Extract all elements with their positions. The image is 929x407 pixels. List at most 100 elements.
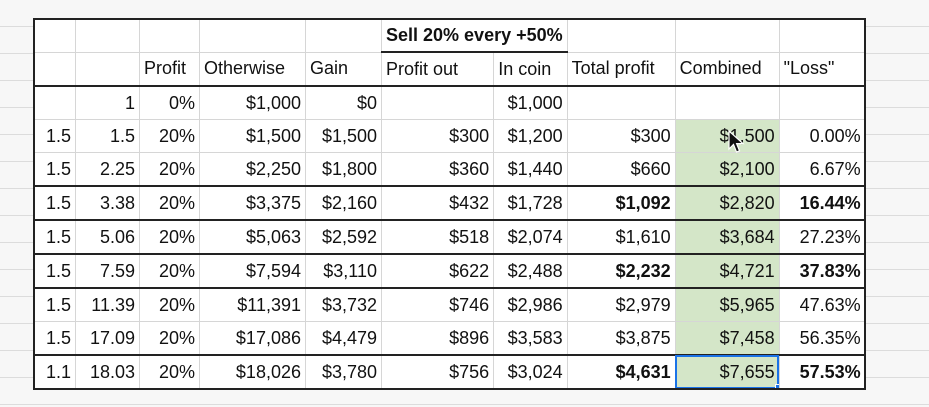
cell-otherwise[interactable]: $3,375 bbox=[199, 185, 306, 221]
cell-multiplier[interactable]: 1.5 bbox=[33, 119, 76, 153]
cell-in-coin[interactable]: $1,200 bbox=[493, 119, 568, 153]
cell[interactable] bbox=[33, 18, 76, 53]
cell-otherwise[interactable]: $18,026 bbox=[199, 354, 306, 390]
cell-in-coin[interactable]: $2,074 bbox=[493, 219, 568, 255]
cell-loss[interactable]: 57.53% bbox=[778, 354, 866, 390]
cell-total-profit[interactable]: $300 bbox=[566, 119, 676, 153]
cell[interactable] bbox=[566, 18, 676, 53]
cell-combined[interactable] bbox=[674, 85, 780, 120]
cell-multiplier[interactable]: 1.5 bbox=[33, 287, 76, 322]
cell[interactable] bbox=[75, 18, 140, 53]
cell-loss[interactable]: 27.23% bbox=[778, 219, 866, 255]
column-header-total-profit[interactable]: Total profit bbox=[566, 51, 676, 87]
cell[interactable] bbox=[305, 18, 382, 53]
cell-profit-out[interactable]: $300 bbox=[380, 119, 495, 153]
cell-total-profit[interactable]: $1,092 bbox=[566, 185, 676, 221]
cell[interactable] bbox=[778, 18, 866, 53]
cell-loss[interactable]: 37.83% bbox=[778, 253, 866, 289]
cell-total-profit[interactable] bbox=[566, 85, 676, 120]
cell-gain[interactable]: $3,110 bbox=[305, 253, 382, 289]
column-header-in-coin[interactable]: In coin bbox=[493, 51, 568, 87]
column-header-profit[interactable]: Profit bbox=[139, 51, 200, 87]
cell-gain[interactable]: $2,592 bbox=[305, 219, 382, 255]
cell-loss[interactable]: 6.67% bbox=[778, 152, 866, 187]
cell-profit[interactable]: 20% bbox=[139, 287, 200, 322]
cell-price[interactable]: 11.39 bbox=[75, 287, 140, 322]
cell-profit-out[interactable]: $746 bbox=[380, 287, 495, 322]
cell-combined[interactable]: $2,820 bbox=[674, 185, 780, 221]
cell-total-profit[interactable]: $660 bbox=[566, 152, 676, 187]
cell-profit[interactable]: 20% bbox=[139, 119, 200, 153]
cell-loss[interactable]: 56.35% bbox=[778, 321, 866, 356]
column-header[interactable] bbox=[33, 51, 76, 87]
cell-price[interactable]: 2.25 bbox=[75, 152, 140, 187]
cell-combined[interactable]: $4,721 bbox=[674, 253, 780, 289]
cell-loss[interactable]: 16.44% bbox=[778, 185, 866, 221]
cell-profit[interactable]: 20% bbox=[139, 185, 200, 221]
cell-in-coin[interactable]: $3,024 bbox=[493, 354, 568, 390]
cell-in-coin[interactable]: $1,728 bbox=[493, 185, 568, 221]
column-header-combined[interactable]: Combined bbox=[674, 51, 780, 87]
cell-price[interactable]: 17.09 bbox=[75, 321, 140, 356]
cell-profit-out[interactable]: $622 bbox=[380, 253, 495, 289]
cell-otherwise[interactable]: $1,500 bbox=[199, 119, 306, 153]
cell-profit[interactable]: 20% bbox=[139, 152, 200, 187]
cell-gain[interactable]: $1,800 bbox=[305, 152, 382, 187]
cell-combined[interactable]: $1,500 bbox=[674, 119, 780, 153]
cell-otherwise[interactable]: $1,000 bbox=[199, 85, 306, 120]
cell[interactable] bbox=[674, 18, 780, 53]
cell-otherwise[interactable]: $11,391 bbox=[199, 287, 306, 322]
cell-in-coin[interactable]: $3,583 bbox=[493, 321, 568, 356]
cell-profit[interactable]: 20% bbox=[139, 219, 200, 255]
cell-price[interactable]: 7.59 bbox=[75, 253, 140, 289]
cell-profit[interactable]: 20% bbox=[139, 321, 200, 356]
cell-gain[interactable]: $3,780 bbox=[305, 354, 382, 390]
cell-profit-out[interactable]: $360 bbox=[380, 152, 495, 187]
cell-in-coin[interactable]: $1,440 bbox=[493, 152, 568, 187]
column-header-otherwise[interactable]: Otherwise bbox=[199, 51, 306, 87]
cell-total-profit[interactable]: $3,875 bbox=[566, 321, 676, 356]
cell-total-profit[interactable]: $1,610 bbox=[566, 219, 676, 255]
cell-multiplier[interactable]: 1.5 bbox=[33, 253, 76, 289]
cell-combined[interactable]: $5,965 bbox=[674, 287, 780, 322]
cell-total-profit[interactable]: $4,631 bbox=[566, 354, 676, 390]
cell-multiplier[interactable] bbox=[33, 85, 76, 120]
cell-price[interactable]: 18.03 bbox=[75, 354, 140, 390]
cell-total-profit[interactable]: $2,232 bbox=[566, 253, 676, 289]
cell-gain[interactable]: $1,500 bbox=[305, 119, 382, 153]
cell-price[interactable]: 5.06 bbox=[75, 219, 140, 255]
cell-gain[interactable]: $4,479 bbox=[305, 321, 382, 356]
cell-gain[interactable]: $0 bbox=[305, 85, 382, 120]
cell-profit[interactable]: 20% bbox=[139, 354, 200, 390]
table-title[interactable]: Sell 20% every +50% bbox=[381, 18, 568, 53]
cell-loss[interactable]: 47.63% bbox=[778, 287, 866, 322]
cell-combined[interactable]: $7,458 bbox=[674, 321, 780, 356]
cell-otherwise[interactable]: $7,594 bbox=[199, 253, 306, 289]
cell-multiplier[interactable]: 1.5 bbox=[33, 219, 76, 255]
cell-loss[interactable]: 0.00% bbox=[778, 119, 866, 153]
cell-profit-out[interactable] bbox=[380, 85, 495, 120]
cell-profit[interactable]: 0% bbox=[139, 85, 200, 120]
cell-combined[interactable]: $2,100 bbox=[674, 152, 780, 187]
cell[interactable] bbox=[139, 18, 200, 53]
cell-profit-out[interactable]: $756 bbox=[380, 354, 495, 390]
cell-in-coin[interactable]: $2,986 bbox=[493, 287, 568, 322]
cell-profit[interactable]: 20% bbox=[139, 253, 200, 289]
cell-loss[interactable] bbox=[778, 85, 866, 120]
selected-cell-combined[interactable]: $7,655 bbox=[674, 354, 780, 390]
cell-gain[interactable]: $2,160 bbox=[305, 185, 382, 221]
cell-otherwise[interactable]: $5,063 bbox=[199, 219, 306, 255]
cell-multiplier[interactable]: 1.1 bbox=[33, 354, 76, 390]
cell-price[interactable]: 3.38 bbox=[75, 185, 140, 221]
column-header-loss[interactable]: "Loss" bbox=[778, 51, 866, 87]
cell-in-coin[interactable]: $1,000 bbox=[493, 85, 568, 120]
cell-multiplier[interactable]: 1.5 bbox=[33, 152, 76, 187]
cell-otherwise[interactable]: $2,250 bbox=[199, 152, 306, 187]
cell-in-coin[interactable]: $2,488 bbox=[493, 253, 568, 289]
cell-profit-out[interactable]: $518 bbox=[380, 219, 495, 255]
cell-profit-out[interactable]: $896 bbox=[380, 321, 495, 356]
fill-handle[interactable] bbox=[774, 384, 779, 387]
column-header-profit-out[interactable]: Profit out bbox=[380, 51, 495, 87]
cell-price[interactable]: 1.5 bbox=[75, 119, 140, 153]
cell-otherwise[interactable]: $17,086 bbox=[199, 321, 306, 356]
